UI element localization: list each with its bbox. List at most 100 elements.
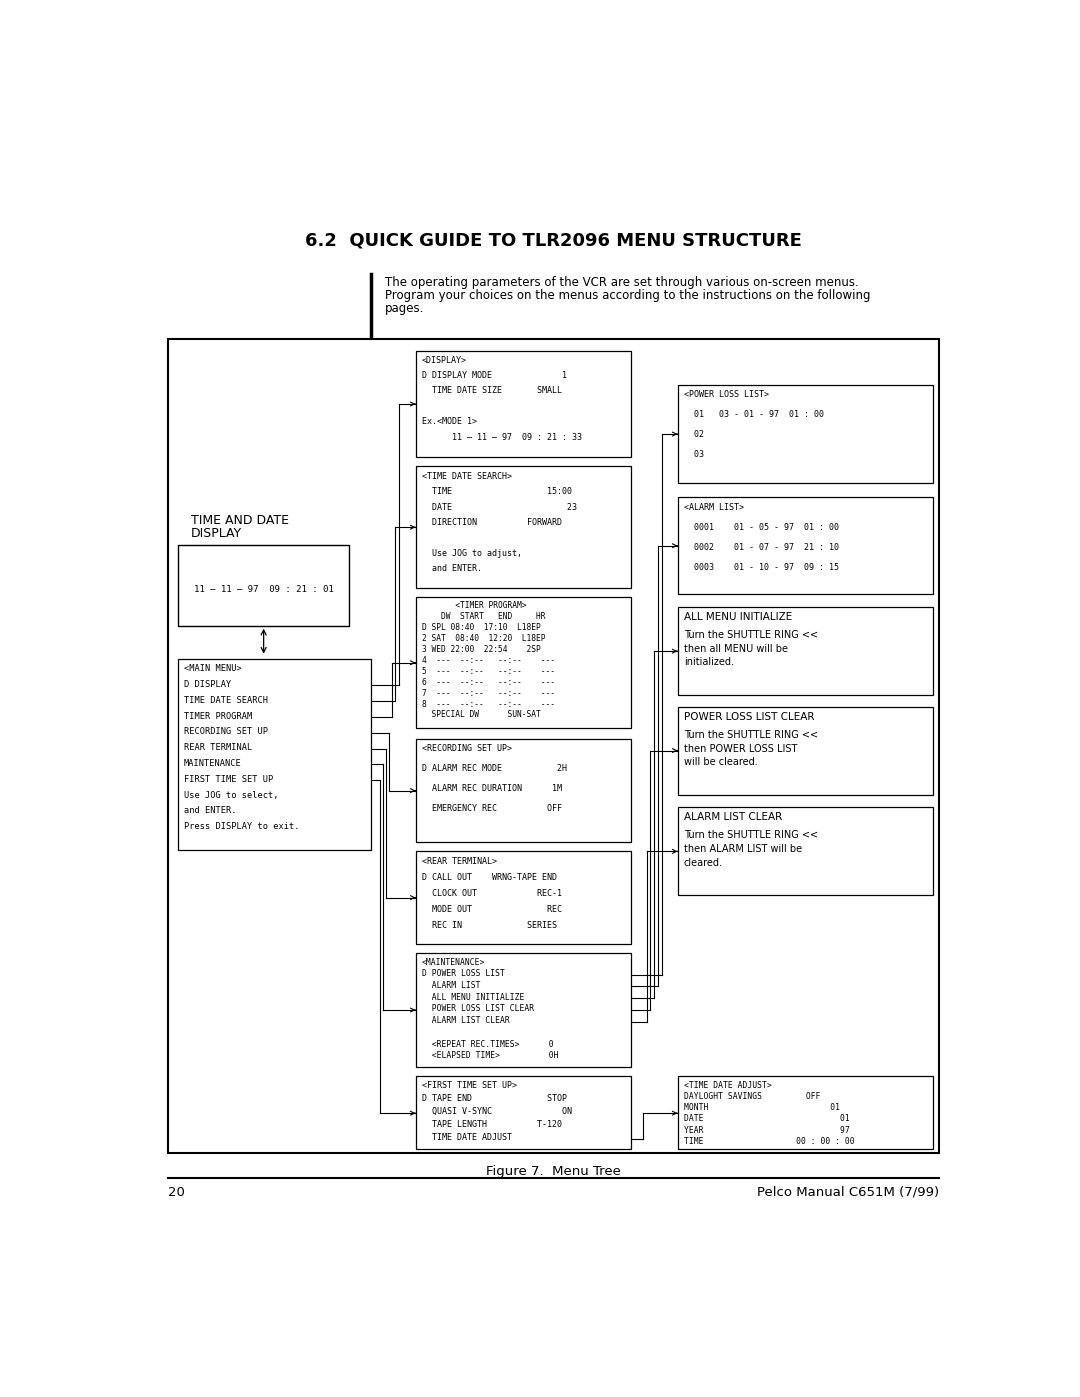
Text: will be cleared.: will be cleared. xyxy=(684,757,757,767)
Text: 2 SAT  08:40  12:20  L18EP: 2 SAT 08:40 12:20 L18EP xyxy=(422,634,545,643)
Bar xyxy=(416,467,631,588)
Text: Turn the SHUTTLE RING <<: Turn the SHUTTLE RING << xyxy=(684,630,818,640)
Text: 03: 03 xyxy=(684,450,704,460)
Text: TIME AND DATE: TIME AND DATE xyxy=(191,514,288,527)
Text: D SPL 08:40  17:10  L18EP: D SPL 08:40 17:10 L18EP xyxy=(422,623,540,631)
Text: ALARM LIST: ALARM LIST xyxy=(422,981,481,990)
Bar xyxy=(416,598,631,728)
Text: TIME DATE SIZE       SMALL: TIME DATE SIZE SMALL xyxy=(422,387,562,395)
Text: <TIME DATE SEARCH>: <TIME DATE SEARCH> xyxy=(422,472,512,481)
Text: then POWER LOSS LIST: then POWER LOSS LIST xyxy=(684,743,797,753)
Text: EMERGENCY REC          OFF: EMERGENCY REC OFF xyxy=(422,805,562,813)
Text: Program your choices on the menus according to the instructions on the following: Program your choices on the menus accord… xyxy=(384,289,870,302)
Bar xyxy=(168,338,939,1154)
Text: Ex.<MODE 1>: Ex.<MODE 1> xyxy=(422,418,476,426)
Text: <ALARM LIST>: <ALARM LIST> xyxy=(684,503,744,511)
Text: D ALARM REC MODE           2H: D ALARM REC MODE 2H xyxy=(422,764,567,774)
Text: The operating parameters of the VCR are set through various on-screen menus.: The operating parameters of the VCR are … xyxy=(384,277,859,289)
Text: POWER LOSS LIST CLEAR: POWER LOSS LIST CLEAR xyxy=(684,712,814,722)
Text: <REPEAT REC.TIMES>      0: <REPEAT REC.TIMES> 0 xyxy=(422,1039,553,1049)
Text: REC IN             SERIES: REC IN SERIES xyxy=(422,922,557,930)
Text: TIME                   15:00: TIME 15:00 xyxy=(422,488,571,496)
Text: POWER LOSS LIST CLEAR: POWER LOSS LIST CLEAR xyxy=(422,1004,534,1013)
Text: 5  ---  --:--   --:--    ---: 5 --- --:-- --:-- --- xyxy=(422,666,555,676)
Text: TIME DATE ADJUST: TIME DATE ADJUST xyxy=(422,1133,512,1143)
Text: ALARM LIST CLEAR: ALARM LIST CLEAR xyxy=(684,812,782,821)
Text: SPECIAL DW      SUN-SAT: SPECIAL DW SUN-SAT xyxy=(422,711,540,719)
Text: Use JOG to adjust,: Use JOG to adjust, xyxy=(422,549,522,557)
Text: then all MENU will be: then all MENU will be xyxy=(684,644,787,654)
Text: FIRST TIME SET UP: FIRST TIME SET UP xyxy=(184,775,273,784)
Text: then ALARM LIST will be: then ALARM LIST will be xyxy=(684,844,801,854)
Text: Turn the SHUTTLE RING <<: Turn the SHUTTLE RING << xyxy=(684,729,818,740)
Text: D DISPLAY: D DISPLAY xyxy=(184,680,231,689)
Bar xyxy=(416,953,631,1067)
Bar xyxy=(416,851,631,944)
Bar xyxy=(677,497,933,594)
Bar xyxy=(677,1076,933,1150)
Bar xyxy=(416,1076,631,1150)
Text: TIME                   00 : 00 : 00: TIME 00 : 00 : 00 xyxy=(684,1137,854,1146)
Text: TAPE LENGTH          T-120: TAPE LENGTH T-120 xyxy=(422,1120,562,1129)
Bar xyxy=(178,545,349,626)
Text: 01   03 - 01 - 97  01 : 00: 01 03 - 01 - 97 01 : 00 xyxy=(684,411,824,419)
Text: QUASI V-SYNC              ON: QUASI V-SYNC ON xyxy=(422,1106,571,1116)
Text: initialized.: initialized. xyxy=(684,658,733,668)
Text: Figure 7.  Menu Tree: Figure 7. Menu Tree xyxy=(486,1165,621,1178)
Text: and ENTER.: and ENTER. xyxy=(184,806,237,816)
Bar xyxy=(416,351,631,457)
Text: ALARM REC DURATION      1M: ALARM REC DURATION 1M xyxy=(422,784,562,793)
Bar xyxy=(677,806,933,895)
Bar xyxy=(178,659,370,849)
Text: <REAR TERMINAL>: <REAR TERMINAL> xyxy=(422,856,497,866)
Text: 0003    01 - 10 - 97  09 : 15: 0003 01 - 10 - 97 09 : 15 xyxy=(684,563,839,571)
Text: DIRECTION          FORWARD: DIRECTION FORWARD xyxy=(422,518,562,527)
Text: 3 WED 22:00  22:54    2SP: 3 WED 22:00 22:54 2SP xyxy=(422,645,540,654)
Text: MAINTENANCE: MAINTENANCE xyxy=(184,759,242,768)
Text: D TAPE END               STOP: D TAPE END STOP xyxy=(422,1094,567,1104)
Text: <TIMER PROGRAM>: <TIMER PROGRAM> xyxy=(422,601,526,610)
Text: Turn the SHUTTLE RING <<: Turn the SHUTTLE RING << xyxy=(684,830,818,840)
Text: MONTH                         01: MONTH 01 xyxy=(684,1104,840,1112)
Bar xyxy=(677,606,933,696)
Text: D POWER LOSS LIST: D POWER LOSS LIST xyxy=(422,970,504,978)
Text: 0001    01 - 05 - 97  01 : 00: 0001 01 - 05 - 97 01 : 00 xyxy=(684,522,839,532)
Text: TIMER PROGRAM: TIMER PROGRAM xyxy=(184,711,252,721)
Text: <MAINTENANCE>: <MAINTENANCE> xyxy=(422,958,485,967)
Bar xyxy=(677,707,933,795)
Text: 6.2  QUICK GUIDE TO TLR2096 MENU STRUCTURE: 6.2 QUICK GUIDE TO TLR2096 MENU STRUCTUR… xyxy=(305,232,802,250)
Text: D CALL OUT    WRNG-TAPE END: D CALL OUT WRNG-TAPE END xyxy=(422,873,557,882)
Text: cleared.: cleared. xyxy=(684,858,723,868)
Text: pages.: pages. xyxy=(384,302,424,316)
Text: YEAR                            97: YEAR 97 xyxy=(684,1126,850,1134)
Text: D DISPLAY MODE              1: D DISPLAY MODE 1 xyxy=(422,372,567,380)
Bar xyxy=(677,384,933,483)
Text: DAYLOGHT SAVINGS         OFF: DAYLOGHT SAVINGS OFF xyxy=(684,1092,820,1101)
Text: <ELAPSED TIME>          0H: <ELAPSED TIME> 0H xyxy=(422,1052,558,1060)
Text: TIME DATE SEARCH: TIME DATE SEARCH xyxy=(184,696,268,705)
Text: ALL MENU INITIALIZE: ALL MENU INITIALIZE xyxy=(684,612,792,622)
Text: RECORDING SET UP: RECORDING SET UP xyxy=(184,728,268,736)
Text: 4  ---  --:--   --:--    ---: 4 --- --:-- --:-- --- xyxy=(422,655,555,665)
Text: MODE OUT               REC: MODE OUT REC xyxy=(422,905,562,914)
Text: DW  START   END     HR: DW START END HR xyxy=(422,612,545,622)
Text: REAR TERMINAL: REAR TERMINAL xyxy=(184,743,252,752)
Text: Use JOG to select,: Use JOG to select, xyxy=(184,791,279,799)
Text: 11 – 11 – 97  09 : 21 : 01: 11 – 11 – 97 09 : 21 : 01 xyxy=(193,585,334,594)
Text: 11 – 11 – 97  09 : 21 : 33: 11 – 11 – 97 09 : 21 : 33 xyxy=(422,433,582,441)
Text: DATE                            01: DATE 01 xyxy=(684,1115,850,1123)
Text: Pelco Manual C651M (7/99): Pelco Manual C651M (7/99) xyxy=(757,1186,939,1199)
Bar xyxy=(416,739,631,842)
Text: <FIRST TIME SET UP>: <FIRST TIME SET UP> xyxy=(422,1081,516,1090)
Text: <POWER LOSS LIST>: <POWER LOSS LIST> xyxy=(684,390,769,400)
Text: 7  ---  --:--   --:--    ---: 7 --- --:-- --:-- --- xyxy=(422,689,555,697)
Text: 02: 02 xyxy=(684,430,704,439)
Text: Press DISPLAY to exit.: Press DISPLAY to exit. xyxy=(184,823,299,831)
Text: 20: 20 xyxy=(168,1186,185,1199)
Text: <RECORDING SET UP>: <RECORDING SET UP> xyxy=(422,745,512,753)
Text: CLOCK OUT            REC-1: CLOCK OUT REC-1 xyxy=(422,888,562,898)
Text: 0002    01 - 07 - 97  21 : 10: 0002 01 - 07 - 97 21 : 10 xyxy=(684,542,839,552)
Text: DISPLAY: DISPLAY xyxy=(191,527,242,541)
Text: <TIME DATE ADJUST>: <TIME DATE ADJUST> xyxy=(684,1081,771,1090)
Text: 6  ---  --:--   --:--    ---: 6 --- --:-- --:-- --- xyxy=(422,678,555,687)
